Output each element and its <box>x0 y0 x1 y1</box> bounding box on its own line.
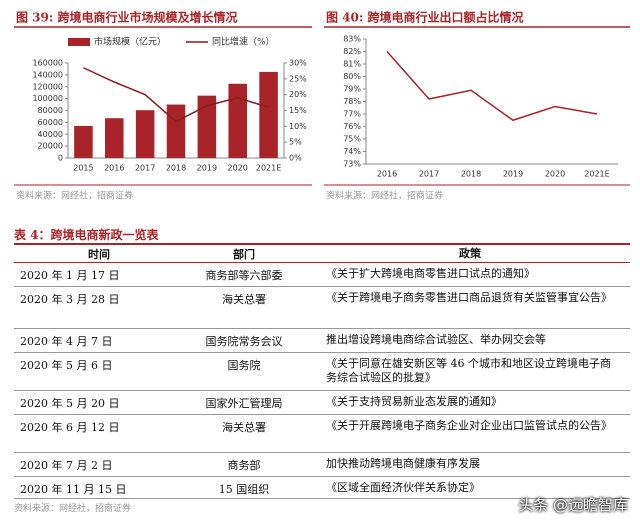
y2-tick-label: 20% <box>289 90 307 99</box>
x-tick-label: 2019 <box>197 164 217 173</box>
table-row: 2020 年 1 月 17 日 商务部等六部委 《关于扩大跨境电商零售进口试点的通知… <box>14 263 630 287</box>
table-cell: 2020 年 7 月 2 日 <box>20 459 113 472</box>
table-row: 2020 年 4 月 7 日 国务院常务会议 推出增设跨境电商综合试验区、举办网交会… <box>14 329 630 353</box>
table-cell: 《关于同意在雄安新区等 46 个城市和地区设立跨境电子商务综合试验区的批复》 <box>326 357 611 384</box>
table-row: 2020 年 11 月 15 日 15 国组织 《区域全面经济伙伴关系协定》 <box>14 477 630 499</box>
header-cell: 部门 <box>233 247 255 261</box>
table-row: 2020 年 5 月 6 日 国务院 《关于同意在雄安新区等 46 个城市和地区设立… <box>14 353 630 391</box>
table-cell: 《关于开展跨境电子商务企业对企业出口监管试点的公告》 <box>326 419 612 432</box>
table-cell: 《区域全面经济伙伴关系协定》 <box>326 481 480 494</box>
header-cell: 政策 <box>459 246 481 260</box>
table-body: 2020 年 1 月 17 日 商务部等六部委 《关于扩大跨境电商零售进口试点的通知… <box>14 263 630 499</box>
y-tick-label: 83% <box>343 35 361 44</box>
table-cell: 海关总署 <box>222 293 266 306</box>
legend-label: 同比增速（%） <box>212 36 275 48</box>
y2-tick-label: 25% <box>289 74 307 83</box>
header-cell: 时间 <box>88 247 110 261</box>
y-tick-label: 75% <box>343 135 361 144</box>
table-cell: 15 国组织 <box>218 483 270 496</box>
y-tick-label: 80000 <box>38 106 63 115</box>
table-header: 时间 部门 政策 <box>14 245 630 263</box>
x-tick-label: 2020 <box>228 164 248 173</box>
table-cell: 国务院 <box>227 359 261 372</box>
line <box>83 67 269 123</box>
x-tick-label: 2021E <box>584 170 609 179</box>
table-row: 2020 年 5 月 20 日 国家外汇管理局 《关于支持贸易新业态发展的通知》 <box>14 391 630 415</box>
x-tick-label: 2019 <box>503 170 523 179</box>
y2-tick-label: 10% <box>289 122 307 131</box>
y-tick-label: 73% <box>343 160 361 169</box>
table-cell: 2020 年 5 月 20 日 <box>20 397 120 410</box>
table-cell: 2020 年 11 月 15 日 <box>20 483 127 496</box>
y-tick-label: 81% <box>343 60 361 69</box>
x-tick-label: 2015 <box>73 164 93 173</box>
y-tick-label: 82% <box>343 47 361 56</box>
source: 资料来源：网经社，招商证券 <box>16 190 133 202</box>
chart-title: 图 39: 跨境电商行业市场规模及增长情况 <box>16 10 238 25</box>
legend-swatch <box>68 38 90 46</box>
y-tick-label: 100000 <box>32 94 63 103</box>
x-tick-label: 2018 <box>461 170 481 179</box>
source: 资料来源：网经社，招商证券 <box>326 190 443 202</box>
charts: 图 39: 跨境电商行业市场规模及增长情况资料来源：网经社，招商证券020000… <box>14 10 630 202</box>
bar <box>259 71 278 158</box>
table-cell: 2020 年 3 月 28 日 <box>20 293 120 306</box>
table-cell: 2020 年 6 月 12 日 <box>20 421 120 434</box>
bar <box>74 125 93 158</box>
table-cell: 商务部等六部委 <box>205 269 283 282</box>
y-tick-label: 20000 <box>38 142 63 151</box>
y-tick-label: 40000 <box>38 130 63 139</box>
y2-tick-label: 15% <box>289 106 307 115</box>
y-tick-label: 78% <box>343 97 361 106</box>
x-tick-label: 2021E <box>256 164 281 173</box>
x-tick-label: 2018 <box>166 164 186 173</box>
table-cell: 《关于扩大跨境电商零售进口试点的通知》 <box>326 267 535 280</box>
y-tick-label: 80% <box>343 72 361 81</box>
table-cell: 加快推动跨境电商健康有序发展 <box>326 457 480 470</box>
table-cell: 海关总署 <box>222 421 266 434</box>
table-row: 2020 年 3 月 28 日 海关总署 《关于跨境电子商务零售进口商品退货有关监管… <box>14 287 630 329</box>
source: 资料来源：网经社，招商证券 <box>14 504 132 514</box>
y-tick-label: 79% <box>343 85 361 94</box>
table-cell: 2020 年 1 月 17 日 <box>20 269 120 282</box>
y2-tick-label: 5% <box>289 138 302 147</box>
table-row: 2020 年 7 月 2 日 商务部 加快推动跨境电商健康有序发展 <box>14 453 630 477</box>
bar <box>166 104 186 158</box>
y-tick-label: 120000 <box>32 82 63 91</box>
y-tick-label: 0 <box>58 154 63 163</box>
table-cell: 2020 年 5 月 6 日 <box>20 359 113 372</box>
table: 表 4：跨境电商新政一览表 时间 部门 政策 2020 年 1 月 17 日商务… <box>14 226 630 514</box>
table-cell: 《关于支持贸易新业态发展的通知》 <box>326 395 502 408</box>
watermark: 头条 @远瞻智库 <box>518 496 628 514</box>
bar <box>197 95 217 158</box>
table-cell: 《关于跨境电子商务零售进口商品退货有关监管事宜公告》 <box>326 291 612 304</box>
table-cell: 商务部 <box>227 459 261 472</box>
x-tick-label: 2020 <box>545 170 565 179</box>
table-cell: 国家外汇管理局 <box>205 397 283 410</box>
bar <box>228 83 247 158</box>
chart-title: 图 40: 跨境电商行业出口额占比情况 <box>326 10 524 25</box>
x-tick-label: 2016 <box>377 170 397 179</box>
y2-tick-label: 0% <box>289 154 302 163</box>
x-tick-label: 2017 <box>419 170 439 179</box>
x-tick-label: 2017 <box>135 164 155 173</box>
table-title: 表 4：跨境电商新政一览表 <box>14 226 630 245</box>
bar <box>135 110 155 158</box>
x-tick-label: 2016 <box>104 164 124 173</box>
table-cell: 2020 年 4 月 7 日 <box>20 335 113 348</box>
y-tick-label: 76% <box>343 122 361 131</box>
y-tick-label: 160000 <box>32 59 63 68</box>
y2-tick-label: 30% <box>289 59 307 68</box>
y-tick-label: 74% <box>343 147 361 156</box>
y-tick-label: 140000 <box>32 70 63 79</box>
bar <box>105 118 124 158</box>
line <box>386 51 598 122</box>
legend-label: 市场规模（亿元） <box>94 36 166 48</box>
table-cell: 推出增设跨境电商综合试验区、举办网交会等 <box>326 333 546 346</box>
table-row: 2020 年 6 月 12 日 海关总署 《关于开展跨境电子商务企业对企业出口监管试… <box>14 415 630 453</box>
y-tick-label: 60000 <box>38 118 63 127</box>
table-cell: 国务院常务会议 <box>205 335 283 348</box>
y-tick-label: 77% <box>343 110 361 119</box>
